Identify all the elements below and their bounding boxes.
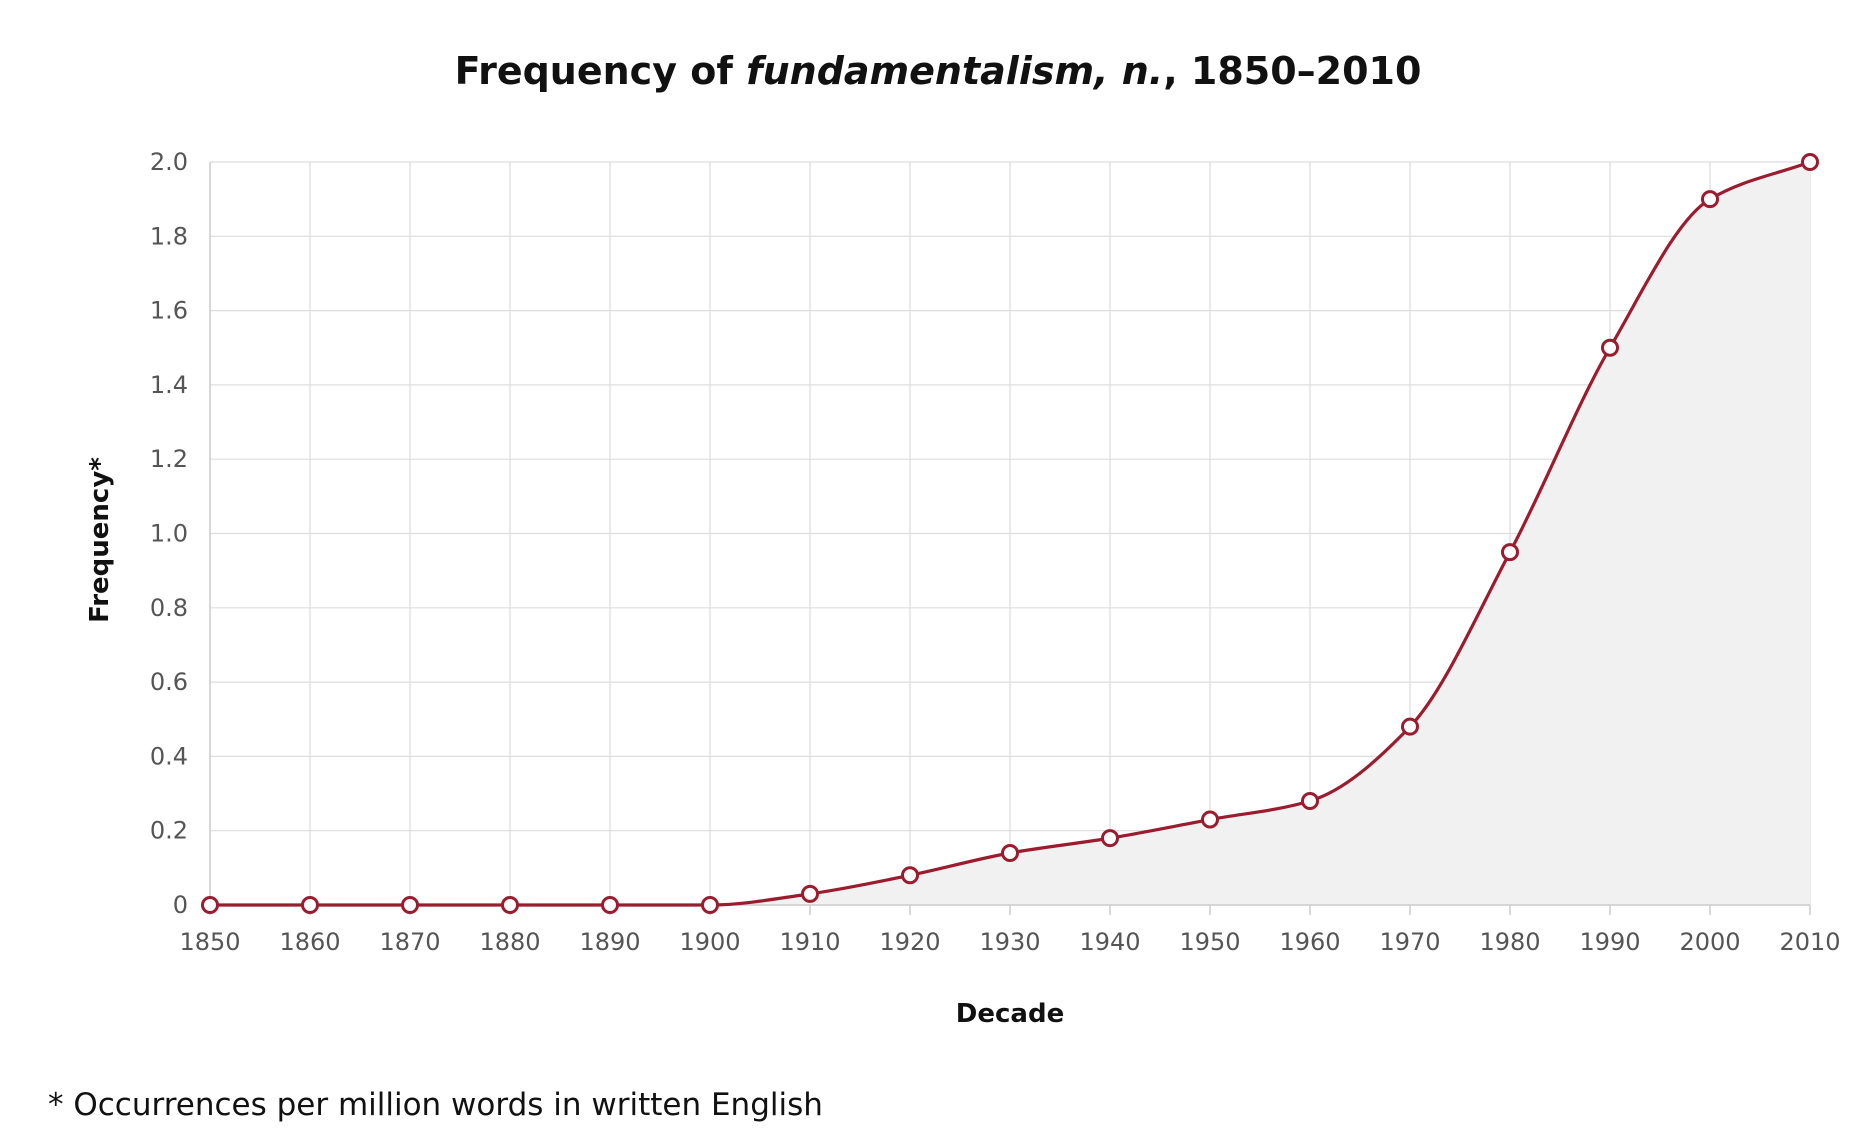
data-point xyxy=(1601,338,1619,357)
chart-title: Frequency of fundamentalism, n., 1850–20… xyxy=(455,49,1422,93)
x-tick-label: 1860 xyxy=(279,928,340,956)
x-tick-label: 1940 xyxy=(1079,928,1140,956)
chart-title-prefix: Frequency of xyxy=(455,49,747,93)
data-point xyxy=(1101,829,1119,848)
y-tick-label: 0 xyxy=(173,891,188,919)
y-axis-title: Frequency* xyxy=(85,457,115,623)
data-point xyxy=(1001,843,1019,862)
y-tick-label: 1.2 xyxy=(150,445,188,473)
data-point xyxy=(201,896,219,914)
data-point xyxy=(1701,190,1719,209)
x-tick-label: 1920 xyxy=(879,928,940,956)
footnote: * Occurrences per million words in writt… xyxy=(48,1087,823,1123)
data-point xyxy=(401,896,419,914)
x-tick-label: 2000 xyxy=(1679,928,1740,956)
x-tick-label: 1880 xyxy=(479,928,540,956)
data-point xyxy=(1201,810,1219,829)
y-tick-label: 1.4 xyxy=(150,371,188,399)
x-tick-label: 1980 xyxy=(1479,928,1540,956)
x-tick-label: 1970 xyxy=(1379,928,1440,956)
data-point xyxy=(701,896,719,914)
data-point xyxy=(501,896,519,914)
y-tick-label: 0.2 xyxy=(150,817,188,845)
area-fill xyxy=(210,162,1810,905)
data-point xyxy=(301,896,319,914)
data-point xyxy=(1501,543,1519,562)
chart-title-suffix: , 1850–2010 xyxy=(1163,49,1421,93)
x-tick-label: 1950 xyxy=(1179,928,1240,956)
y-tick-label: 1.8 xyxy=(150,222,188,250)
chart-title-term: fundamentalism, n. xyxy=(746,49,1163,93)
x-tick-label: 1900 xyxy=(679,928,740,956)
x-tick-label: 1870 xyxy=(379,928,440,956)
y-tick-label: 1.0 xyxy=(150,520,188,548)
data-point xyxy=(801,884,819,903)
y-tick-label: 2.0 xyxy=(150,148,188,176)
data-point xyxy=(1301,791,1319,810)
x-tick-label: 1850 xyxy=(179,928,240,956)
x-tick-label: 1930 xyxy=(979,928,1040,956)
x-axis-title: Decade xyxy=(956,999,1064,1029)
data-point xyxy=(1401,717,1419,736)
x-tick-label: 1960 xyxy=(1279,928,1340,956)
data-point xyxy=(1801,153,1819,171)
x-tick-label: 1990 xyxy=(1579,928,1640,956)
x-tick-label: 1910 xyxy=(779,928,840,956)
x-tick-label: 2010 xyxy=(1779,928,1840,956)
x-axis-ticks: 1850 1860 1870 1880 1890 1900 1910 1920 1930 1940… xyxy=(179,928,1840,956)
data-point xyxy=(601,896,619,914)
data-points xyxy=(201,153,1819,914)
y-tick-label: 1.6 xyxy=(150,297,188,325)
y-axis-ticks: 0 0.2 0.4 0.6 0.8 1.0 1.2 1.4 1.6 1.8 2.0 xyxy=(150,148,188,919)
y-tick-label: 0.6 xyxy=(150,668,188,696)
data-point xyxy=(901,866,919,885)
y-tick-label: 0.8 xyxy=(150,594,188,622)
y-tick-label: 0.4 xyxy=(150,742,188,770)
x-tick-label: 1890 xyxy=(579,928,640,956)
